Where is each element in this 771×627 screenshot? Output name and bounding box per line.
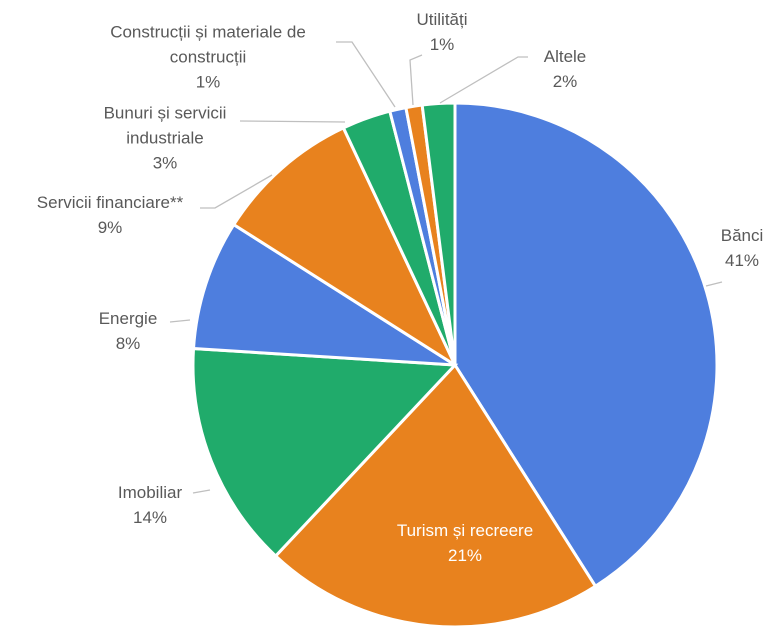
leader-line [336,41,396,108]
slice-label: Utilități 1% [416,7,467,57]
leader-line [200,174,273,209]
percent-label: 8% [115,334,141,353]
slice-label: Bunuri și servicii industriale 3% [78,101,253,176]
slice-label: Imobiliar 14% [118,480,182,530]
leader-line [705,281,723,287]
slice-label: Turism și recreere 21% [397,518,533,568]
percent-label: 3% [152,153,178,173]
category-name: Imobiliar [117,483,183,502]
slice-label: Energie 8% [99,306,158,356]
percent-label: 14% [132,508,168,527]
slice-label: Altele 2% [544,44,587,94]
pie-slice [191,222,456,367]
leader-line [169,319,191,323]
percent-label: 41% [724,251,760,270]
slice-label: Construcții și materiale de construcții 1… [76,20,341,95]
leader-line [409,54,423,106]
pie-slice [273,362,598,627]
category-name: Altele [543,47,587,66]
slice-label: Servicii financiare** 9% [37,190,183,240]
pie-slice [453,101,719,589]
category-name: Energie [98,309,158,328]
percent-label: 2% [552,72,578,91]
pie-slice [420,101,457,366]
leader-line [439,56,528,104]
percent-label: 1% [195,72,221,92]
category-name: Servicii financiare** [36,193,184,212]
leader-line [192,489,211,494]
category-name: Construcții și materiale de construcții [110,22,306,67]
percent-label: 21% [447,546,483,565]
pie-slice [191,346,459,559]
category-name: Bănci [720,226,764,245]
percent-label: 9% [97,218,123,237]
category-name: Turism și recreere [396,521,534,540]
slice-label: Bănci 41% [721,223,764,273]
percent-label: 1% [429,35,455,54]
category-name: Utilități [416,10,468,29]
pie-slice [231,125,459,370]
category-name: Bunuri și servicii industriale [103,103,227,148]
leader-line [239,120,346,123]
